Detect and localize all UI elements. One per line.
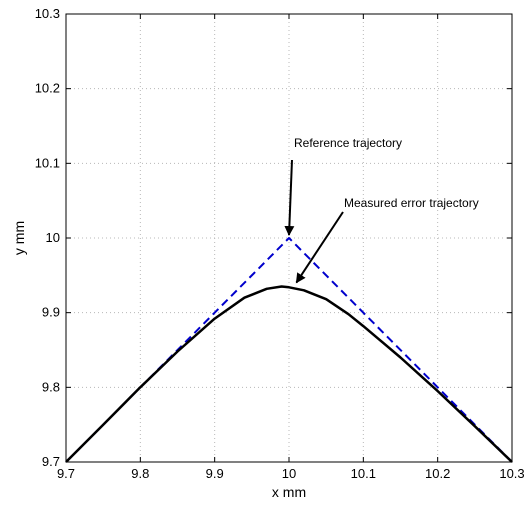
x-tick-label: 9.7	[57, 466, 75, 481]
x-tick-label: 10.1	[351, 466, 376, 481]
y-tick-label: 9.9	[42, 305, 60, 320]
y-tick-label: 10.3	[35, 6, 60, 21]
ticks: 9.7 9.8 9.9 10 10.1 10.2 10.3 9.7 9.8 9.9 10 10.1 10…	[35, 6, 525, 481]
x-tick-label: 9.9	[206, 466, 224, 481]
annotation-label: Measured error trajectory	[344, 196, 479, 210]
y-tick-label: 10.2	[35, 81, 60, 96]
x-tick-label: 10.2	[425, 466, 450, 481]
series-layer	[65, 237, 513, 463]
y-tick-label: 10	[46, 230, 60, 245]
measured-trajectory-line	[65, 285, 513, 463]
y-tick-label: 10.1	[35, 155, 60, 170]
x-tick-label: 10.3	[499, 466, 524, 481]
annotations: Reference trajectory Measured error traje…	[284, 136, 479, 284]
y-axis-label: y mm	[11, 221, 27, 255]
annotation-label: Reference trajectory	[294, 136, 402, 150]
x-axis-label: x mm	[272, 484, 306, 500]
y-tick-label: 9.8	[42, 379, 60, 394]
y-tick-label: 9.7	[42, 454, 60, 469]
annotation-arrow	[284, 159, 295, 236]
annotation-arrow	[295, 211, 344, 284]
x-tick-label: 9.8	[131, 466, 149, 481]
x-tick-label: 10	[282, 466, 296, 481]
